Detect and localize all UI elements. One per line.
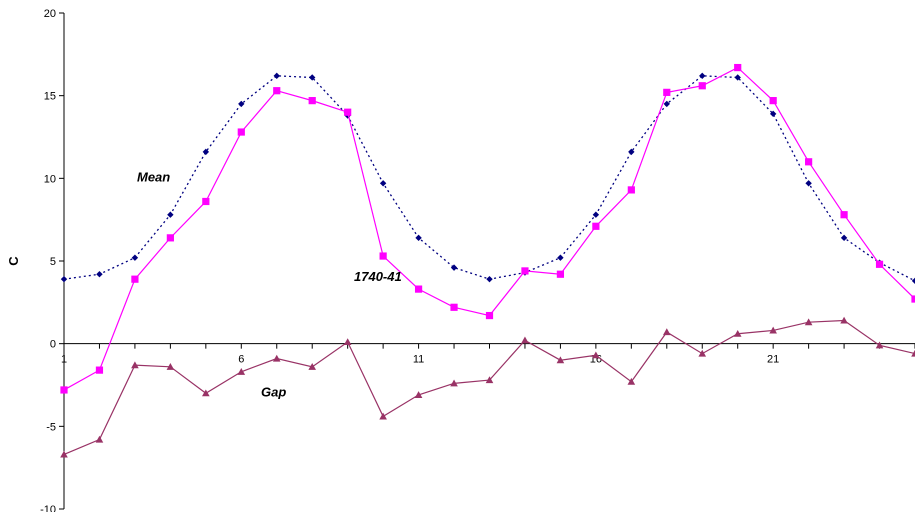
data-point <box>556 356 565 364</box>
data-point <box>733 329 742 337</box>
x-tick-label: 16 <box>590 354 602 366</box>
data-point <box>592 211 600 218</box>
data-point <box>166 234 174 242</box>
data-point <box>769 110 777 118</box>
data-point <box>556 270 565 278</box>
data-point <box>699 72 706 80</box>
data-point <box>805 180 812 187</box>
y-ticks: -10 -5 0 5 10 15 20 <box>40 8 64 512</box>
data-point <box>379 252 387 260</box>
data-point <box>769 97 777 105</box>
data-point <box>308 363 317 370</box>
data-point <box>734 63 742 72</box>
data-point <box>911 295 915 303</box>
series-label-gap: Gap <box>261 385 286 400</box>
data-point <box>95 366 104 374</box>
data-point <box>309 74 316 81</box>
data-point <box>450 303 458 311</box>
data-point <box>131 254 139 261</box>
x-tick-label: 11 <box>413 354 424 366</box>
data-point <box>202 197 210 206</box>
data-point <box>557 254 564 261</box>
data-point <box>237 128 245 136</box>
data-point <box>450 264 458 271</box>
data-point <box>627 377 636 385</box>
series-1 <box>60 63 915 394</box>
data-point <box>343 338 352 346</box>
data-point <box>663 100 670 108</box>
data-point <box>379 180 387 187</box>
data-point <box>592 222 600 230</box>
data-point <box>131 361 139 369</box>
data-point <box>662 328 671 336</box>
data-point <box>840 211 848 219</box>
data-point <box>272 354 281 362</box>
data-point <box>698 349 707 357</box>
data-point <box>875 260 884 268</box>
x-ticks: 1 6 11 16 21 <box>61 343 915 366</box>
series-2 <box>60 316 915 458</box>
data-point <box>415 234 422 242</box>
series-0 <box>60 72 915 285</box>
data-point <box>698 82 706 90</box>
data-point <box>486 275 493 283</box>
series-label-mean: Mean <box>137 170 170 185</box>
data-point <box>95 435 104 443</box>
data-point <box>202 389 210 397</box>
series-group <box>60 63 915 458</box>
data-point <box>911 349 915 357</box>
data-point <box>521 267 529 275</box>
series-line <box>63 319 915 455</box>
data-point <box>414 391 423 398</box>
data-point <box>60 386 68 394</box>
data-point <box>166 363 175 370</box>
data-point <box>911 277 915 285</box>
y-tick-label: 20 <box>44 8 56 20</box>
data-point <box>167 211 174 218</box>
data-point <box>875 341 884 349</box>
x-tick-label: 1 <box>61 354 67 366</box>
data-point <box>521 336 529 344</box>
x-tick-label: 6 <box>238 354 244 366</box>
data-point <box>60 275 68 283</box>
data-point <box>414 285 423 293</box>
data-point <box>344 108 352 116</box>
data-point <box>131 275 139 283</box>
data-point <box>485 311 494 320</box>
data-point <box>804 318 813 326</box>
data-point <box>769 326 777 334</box>
data-point <box>237 367 246 375</box>
data-point <box>60 450 68 458</box>
data-point <box>628 148 635 156</box>
data-point <box>273 87 281 95</box>
data-point <box>308 97 316 105</box>
data-point <box>202 148 210 156</box>
data-point <box>238 100 245 108</box>
series-line <box>63 75 915 282</box>
y-tick-label: 0 <box>50 339 56 351</box>
data-point <box>485 376 494 384</box>
data-point <box>805 158 813 166</box>
data-point <box>627 186 635 194</box>
data-point <box>450 379 458 387</box>
series-line <box>63 66 915 391</box>
data-point <box>840 234 848 242</box>
y-tick-label: 5 <box>50 256 56 268</box>
data-point <box>840 316 848 324</box>
x-tick-label: 21 <box>767 354 779 366</box>
y-axis-title: C <box>6 256 21 266</box>
data-point <box>663 88 671 96</box>
data-point <box>96 271 103 278</box>
y-tick-label: 10 <box>44 173 56 185</box>
y-tick-label: -10 <box>40 504 56 512</box>
data-point <box>592 351 600 359</box>
y-tick-label: -5 <box>46 421 56 433</box>
series-label-1740-41: 1740-41 <box>354 269 402 284</box>
data-point <box>379 412 387 420</box>
y-tick-label: 15 <box>44 91 56 103</box>
data-point <box>734 74 741 81</box>
data-point <box>273 72 280 80</box>
